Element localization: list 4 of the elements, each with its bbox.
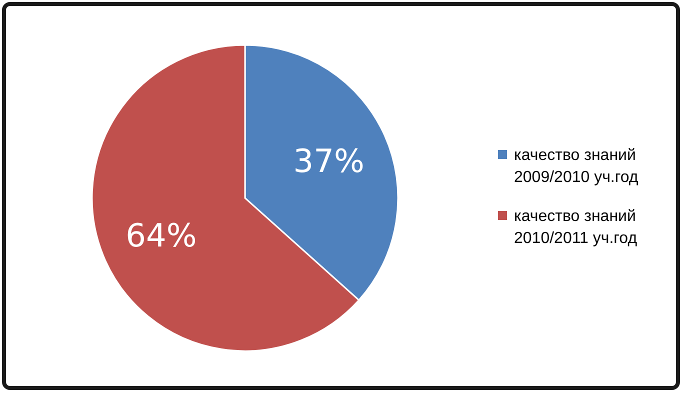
legend-label: качество знаний 2010/2011 уч.год (514, 208, 638, 247)
legend-label: качество знаний 2009/2010 уч.год (514, 147, 639, 186)
data-label: 64% (126, 216, 197, 255)
data-label: 37% (293, 142, 364, 180)
